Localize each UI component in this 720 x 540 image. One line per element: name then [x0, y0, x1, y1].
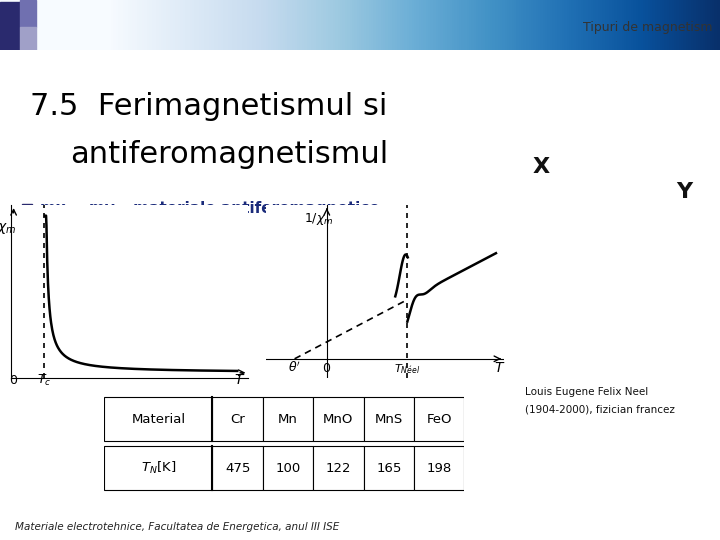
Bar	[20, 0, 36, 28]
Bar	[22, 235, 32, 245]
Text: 198: 198	[426, 462, 452, 475]
Text: Cr: Cr	[230, 413, 245, 426]
Bar	[364, 446, 414, 490]
Bar	[313, 397, 364, 441]
Text: $0$: $0$	[9, 374, 18, 387]
Text: Materiale electrotehnice, Facultatea de Energetica, anul III ISE: Materiale electrotehnice, Facultatea de …	[15, 522, 339, 532]
Bar	[414, 397, 464, 441]
Bar	[313, 446, 364, 490]
Text: 122: 122	[325, 462, 351, 475]
Bar	[414, 446, 464, 490]
Bar	[212, 446, 263, 490]
Text: $\chi_m = 10^{-3} - 10^{-2}$: $\chi_m = 10^{-3} - 10^{-2}$	[40, 228, 181, 252]
Bar	[364, 397, 414, 441]
Text: MnO: MnO	[323, 413, 354, 426]
Text: Louis Eugene Felix Neel: Louis Eugene Felix Neel	[525, 387, 648, 397]
Text: $T$: $T$	[234, 373, 246, 387]
Text: Y: Y	[677, 182, 693, 202]
Bar	[212, 397, 263, 441]
Bar	[263, 397, 313, 441]
Text: Mn: Mn	[278, 413, 298, 426]
Text: $1/\chi_m$: $1/\chi_m$	[304, 211, 333, 227]
Text: Tipuri de magnetism: Tipuri de magnetism	[583, 21, 713, 34]
Text: mx = my – materiale antiferomagnetice: mx = my – materiale antiferomagnetice	[40, 201, 379, 217]
Bar	[104, 397, 212, 441]
Bar	[263, 446, 313, 490]
Text: $T_{N\acute{e}el}$: $T_{N\acute{e}el}$	[394, 362, 420, 376]
Text: $T_N$[K]: $T_N$[K]	[140, 460, 176, 476]
Text: 100: 100	[275, 462, 301, 475]
Text: $\theta'$: $\theta'$	[288, 361, 301, 375]
Text: Material: Material	[131, 413, 186, 426]
Bar	[104, 446, 212, 490]
Text: 475: 475	[225, 462, 251, 475]
Text: 165: 165	[376, 462, 402, 475]
Text: (1904-2000), fizician francez: (1904-2000), fizician francez	[525, 405, 675, 415]
Bar	[20, 28, 36, 50]
Text: $T_c$: $T_c$	[37, 373, 52, 388]
Text: 7.5  Ferimagnetismul si: 7.5 Ferimagnetismul si	[30, 92, 387, 121]
Text: $0$: $0$	[323, 362, 331, 375]
Bar	[0, 3, 20, 50]
Text: $\chi_m$: $\chi_m$	[0, 221, 17, 236]
Text: MnS: MnS	[374, 413, 403, 426]
Text: $T$: $T$	[495, 361, 505, 375]
Text: X: X	[532, 157, 549, 178]
Bar	[22, 204, 32, 214]
Text: antiferomagnetismul: antiferomagnetismul	[70, 140, 388, 168]
Text: FeO: FeO	[426, 413, 452, 426]
